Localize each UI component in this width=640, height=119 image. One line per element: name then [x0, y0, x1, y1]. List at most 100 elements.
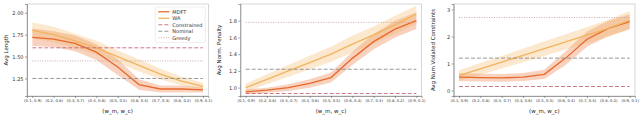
y-tick-label: 1.25	[12, 76, 23, 82]
y-tick: 1.75	[12, 32, 27, 38]
y-tick: 2	[447, 34, 454, 40]
series-line	[246, 14, 417, 88]
x-tick: (0.4, 0.6)	[301, 96, 319, 103]
panel: 0123(0.1, 0.9)(0.2, 0.8)(0.3, 0.7)(0.4, …	[430, 4, 640, 115]
y-tick-mark	[452, 9, 454, 10]
y-tick-label: 1.6	[229, 35, 237, 41]
y-tick-label: 2.00	[12, 10, 23, 16]
x-tick: (0.8, 0.2)	[173, 96, 191, 103]
series-line	[246, 22, 417, 23]
x-tick: (0.3, 0.7)	[67, 96, 85, 103]
legend-swatch	[158, 24, 169, 25]
x-tick: (0.9, 0.1)	[408, 96, 426, 103]
y-tick: 1.50	[12, 54, 27, 60]
x-tick: (0.5, 0.5)	[323, 96, 341, 103]
x-tick-label: (0.5, 0.5)	[109, 98, 127, 103]
series-line	[32, 37, 203, 90]
x-tick: (0.5, 0.5)	[109, 96, 127, 103]
y-tick: 1.8	[229, 18, 240, 24]
y-tick: 1.0	[229, 85, 240, 91]
y-tick-mark	[25, 78, 27, 79]
x-tick: (0.1, 0.9)	[24, 96, 42, 103]
y-tick-label: 1	[447, 61, 450, 67]
y-axis-title: Avg Length	[3, 34, 10, 65]
legend-label: WA	[172, 15, 181, 21]
y-tick-label: 0	[447, 88, 450, 94]
y-tick-mark	[452, 36, 454, 37]
plot-area	[246, 6, 417, 95]
x-tick-label: (0.6, 0.4)	[131, 98, 149, 103]
y-tick-label: 1.4	[229, 51, 237, 57]
x-tick: (0.3, 0.7)	[280, 96, 298, 103]
legend-label: Greedy	[172, 35, 190, 42]
y-tick: 1.2	[229, 68, 240, 74]
x-tick: (0.2, 0.8)	[259, 96, 277, 103]
x-tick-label: (0.3, 0.7)	[280, 98, 298, 103]
y-tick-label: 1.50	[12, 54, 23, 60]
y-tick: 3	[447, 7, 454, 13]
y-tick-label: 2	[447, 34, 450, 40]
y-axis: 1.0 1.2 1.4 1.6 1.8	[229, 5, 241, 97]
x-tick: (0.9, 0.1)	[195, 96, 213, 103]
x-tick-label: (0.2, 0.8)	[259, 98, 277, 103]
x-tick-label: (0.4, 0.6)	[301, 98, 319, 103]
series-line	[32, 60, 203, 61]
series-line	[32, 78, 203, 79]
x-tick: (0.2, 0.8)	[45, 96, 63, 103]
y-tick-mark	[238, 71, 240, 72]
x-tick-label: (0.6, 0.4)	[557, 98, 575, 103]
y-axis-title: Avg Num Violated Constraints	[430, 9, 437, 91]
x-axis: (0.1, 0.9)(0.2, 0.8) (0.3, 0.7)(0.4, 0.6)…	[24, 96, 213, 103]
x-tick: (0.9, 0.1)	[621, 96, 639, 103]
y-tick: 1.4	[229, 51, 240, 57]
series-line	[246, 21, 417, 92]
x-tick-label: (0.9, 0.1)	[408, 98, 426, 103]
confidence-band	[32, 22, 203, 89]
y-tick-mark	[452, 64, 454, 65]
x-tick-label: (0.5, 0.5)	[323, 98, 341, 103]
plot-area	[459, 11, 630, 86]
legend-box	[155, 7, 205, 43]
x-tick: (0.7, 0.3)	[152, 96, 170, 103]
y-tick-label: 1.8	[229, 18, 237, 24]
y-tick: 1.6	[229, 35, 240, 41]
x-tick: (0.4, 0.6)	[515, 96, 533, 103]
x-tick: (0.1, 0.9)	[237, 96, 255, 103]
y-axis-title: Avg Norm. Penalty	[216, 24, 223, 75]
x-tick-label: (0.2, 0.8)	[45, 98, 63, 103]
panel: 1.25 1.50 1.75 2.00 (0.1, 0.9)(0.2, 0.8) (0.3…	[3, 4, 213, 115]
y-tick-mark	[238, 54, 240, 55]
y-tick-mark	[25, 57, 27, 58]
x-axis-title: (w_m, w_c)	[102, 108, 133, 115]
x-tick: (0.8, 0.2)	[387, 96, 405, 103]
series-line	[459, 86, 630, 87]
x-tick-label: (0.2, 0.8)	[472, 98, 490, 103]
y-tick-label: 3	[447, 7, 450, 13]
y-tick-mark	[25, 13, 27, 14]
x-tick: (0.7, 0.3)	[365, 96, 383, 103]
confidence-band	[246, 6, 417, 92]
x-tick-label: (0.7, 0.3)	[365, 98, 383, 103]
x-tick: (0.6, 0.4)	[131, 96, 149, 103]
x-tick: (0.4, 0.6)	[88, 96, 106, 103]
y-axis-line	[452, 5, 455, 97]
y-axis: 1.25 1.50 1.75 2.00	[12, 5, 27, 97]
y-tick: 1	[447, 61, 454, 67]
confidence-band	[459, 11, 630, 81]
x-tick-label: (0.1, 0.9)	[24, 98, 42, 103]
panel: 1.0 1.2 1.4 1.6 1.8 (0.1, 0.9) (0.2, 0.8)(0.3,…	[216, 4, 426, 115]
legend-swatch	[158, 18, 169, 19]
y-tick-mark	[238, 37, 240, 38]
y-axis: 0 1 2 3	[447, 5, 454, 97]
x-tick-label: (0.3, 0.7)	[493, 98, 511, 103]
y-tick: 2.00	[12, 10, 27, 16]
x-tick-label: (0.5, 0.5)	[536, 98, 554, 103]
x-tick-label: (0.9, 0.1)	[621, 98, 639, 103]
series-line	[246, 69, 417, 70]
legend-swatch	[158, 11, 169, 12]
series-line	[32, 47, 203, 48]
y-axis-line	[238, 5, 241, 97]
x-tick-label: (0.9, 0.1)	[195, 98, 213, 103]
y-tick-mark	[238, 21, 240, 22]
x-axis: (0.1, 0.9) (0.2, 0.8)(0.3, 0.7)(0.4, 0.6)…	[237, 96, 426, 103]
